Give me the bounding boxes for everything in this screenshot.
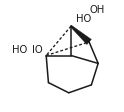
Text: IO: IO: [32, 45, 43, 55]
Text: HO: HO: [76, 14, 91, 23]
Polygon shape: [70, 26, 91, 45]
Text: OH: OH: [90, 5, 105, 14]
Text: HO: HO: [12, 45, 27, 55]
